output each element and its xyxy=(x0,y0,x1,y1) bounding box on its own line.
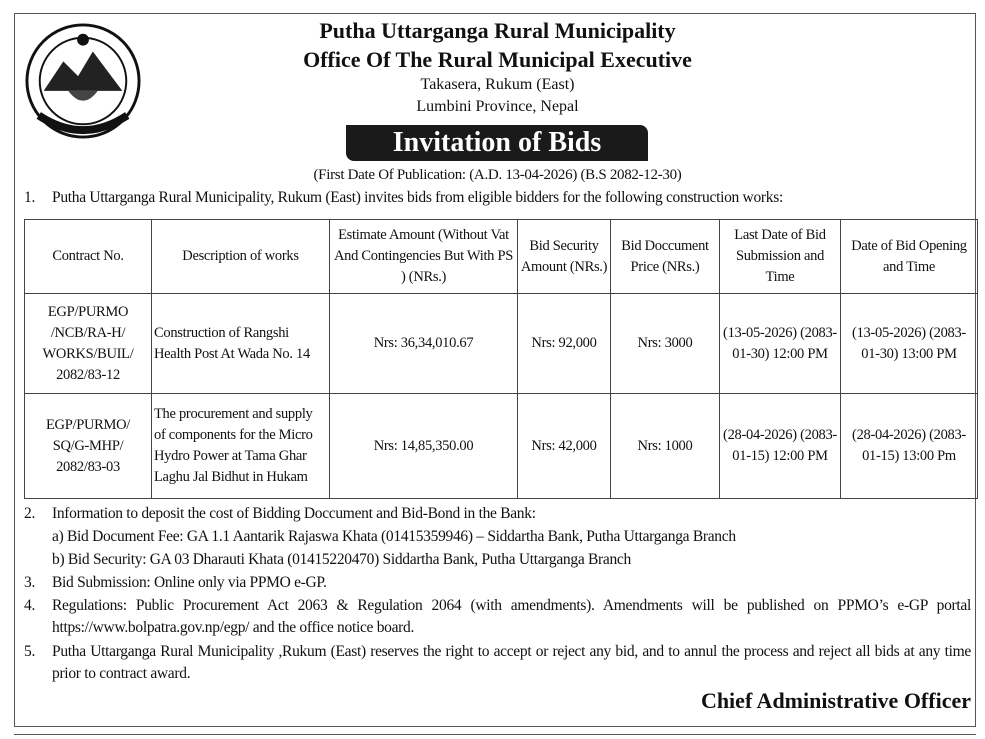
province-line: Lumbini Province, Nepal xyxy=(416,98,579,115)
cell: (13-05-2026) (2083-01-30) 12:00 PM xyxy=(719,293,841,394)
cell: EGP/PURMO/ SQ/G-MHP/ 2082/83-03 xyxy=(24,393,152,499)
cell: EGP/PURMO /NCB/RA-H/ WORKS/BUIL/ 2082/83… xyxy=(24,293,152,394)
office-name: Office Of The Rural Municipal Executive xyxy=(303,47,692,72)
cell: (28-04-2026) (2083-01-15) 13:00 Pm xyxy=(840,393,978,499)
point-2b: b) Bid Security: GA 03 Dharauti Khata (0… xyxy=(24,549,971,571)
point-text: a) Bid Document Fee: GA 1.1 Aantarik Raj… xyxy=(52,528,736,545)
point-text: Putha Uttarganga Rural Municipality, Ruk… xyxy=(52,189,783,206)
divider xyxy=(14,734,976,735)
point-number: 4. xyxy=(24,597,36,614)
cell: Nrs: 14,85,350.00 xyxy=(329,393,518,499)
col-header: Date of Bid Opening and Time xyxy=(840,219,978,294)
notice-title: Invitation of Bids xyxy=(346,125,648,161)
cell: The procurement and supply of components… xyxy=(151,393,330,499)
point-4: 4. Regulations: Public Procurement Act 2… xyxy=(24,595,971,639)
point-text: Bid Submission: Online only via PPMO e-G… xyxy=(52,574,327,591)
cell: (28-04-2026) (2083-01-15) 12:00 PM xyxy=(719,393,841,499)
point-text: Putha Uttarganga Rural Municipality ,Ruk… xyxy=(52,643,971,682)
cell: Nrs: 42,000 xyxy=(517,393,611,499)
bids-table: Contract No. Description of works Estima… xyxy=(24,219,978,499)
point-text: Information to deposit the cost of Biddi… xyxy=(52,505,536,522)
address-line: Takasera, Rukum (East) xyxy=(420,76,575,93)
table-row: EGP/PURMO /NCB/RA-H/ WORKS/BUIL/ 2082/83… xyxy=(24,293,978,394)
point-2a: a) Bid Document Fee: GA 1.1 Aantarik Raj… xyxy=(24,526,971,548)
col-header: Estimate Amount (Without Vat And Conting… xyxy=(329,219,518,294)
col-header: Contract No. xyxy=(24,219,152,294)
col-header: Bid Doccument Price (NRs.) xyxy=(610,219,720,294)
cell: Construction of Rangshi Health Post At W… xyxy=(151,293,330,394)
col-header: Description of works xyxy=(151,219,330,294)
table-header-row: Contract No. Description of works Estima… xyxy=(24,219,978,294)
emblem-logo xyxy=(25,23,141,139)
cell: Nrs: 3000 xyxy=(610,293,720,394)
col-header: Bid Security Amount (NRs.) xyxy=(517,219,611,294)
point-3: 3. Bid Submission: Online only via PPMO … xyxy=(24,572,971,594)
cell: Nrs: 1000 xyxy=(610,393,720,499)
point-5: 5. Putha Uttarganga Rural Municipality ,… xyxy=(24,641,971,685)
point-number: 2. xyxy=(24,505,36,522)
signature-title: Chief Administrative Officer xyxy=(700,688,971,713)
point-number: 5. xyxy=(24,643,36,660)
point-text: Regulations: Public Procurement Act 2063… xyxy=(52,597,971,636)
table-row: EGP/PURMO/ SQ/G-MHP/ 2082/83-03 The proc… xyxy=(24,393,978,499)
cell: Nrs: 92,000 xyxy=(517,293,611,394)
intro-point: 1. Putha Uttarganga Rural Municipality, … xyxy=(24,187,971,209)
point-text: b) Bid Security: GA 03 Dharauti Khata (0… xyxy=(52,551,631,568)
point-number: 3. xyxy=(24,574,36,591)
point-number: 1. xyxy=(24,189,36,206)
col-header: Last Date of Bid Submission and Time xyxy=(719,219,841,294)
municipality-name: Putha Uttarganga Rural Municipality xyxy=(319,18,676,43)
cell: (13-05-2026) (2083-01-30) 13:00 PM xyxy=(840,293,978,394)
publication-date: (First Date Of Publication: (A.D. 13-04-… xyxy=(313,167,682,183)
point-2: 2. Information to deposit the cost of Bi… xyxy=(24,503,971,525)
cell: Nrs: 36,34,010.67 xyxy=(329,293,518,394)
